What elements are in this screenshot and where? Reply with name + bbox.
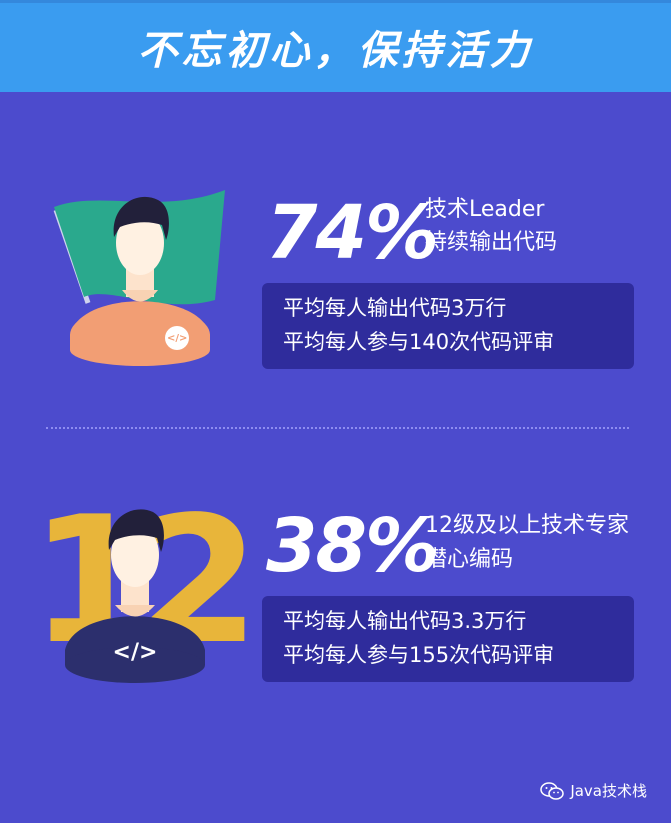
leader-code-badge: </> <box>167 333 188 344</box>
section-divider <box>46 427 629 429</box>
expert-code-badge: </> <box>112 640 158 665</box>
expert-stat-box: 平均每人输出代码3.3万行 平均每人参与155次代码评审 <box>262 596 634 682</box>
header-banner: 不忘初心，保持活力 <box>0 0 671 92</box>
leader-stat-reviews: 平均每人参与140次代码评审 <box>283 330 555 354</box>
footer-watermark: Java技术栈 <box>540 780 647 801</box>
expert-stat-reviews: 平均每人参与155次代码评审 <box>283 643 555 667</box>
expert-desc-line1: 12级及以上技术专家 <box>425 513 629 538</box>
leader-desc-line2: 持续输出代码 <box>425 230 558 255</box>
expert-stat-lines: 平均每人输出代码3.3万行 <box>283 609 527 633</box>
leader-stat-box: 平均每人输出代码3万行 平均每人参与140次代码评审 <box>262 283 634 369</box>
leader-desc-line1: 技术Leader <box>425 197 545 222</box>
page-title: 不忘初心，保持活力 <box>137 28 534 74</box>
expert-avatar-illustration <box>65 509 205 683</box>
leader-percent: 74% <box>266 190 439 276</box>
expert-percent: 38% <box>266 503 439 589</box>
footer-brand: Java技术栈 <box>570 782 647 800</box>
leader-avatar-illustration <box>53 190 225 366</box>
leader-stat-lines: 平均每人输出代码3万行 <box>283 296 507 320</box>
expert-desc-line2: 潜心编码 <box>425 547 514 572</box>
wechat-icon <box>540 781 565 800</box>
